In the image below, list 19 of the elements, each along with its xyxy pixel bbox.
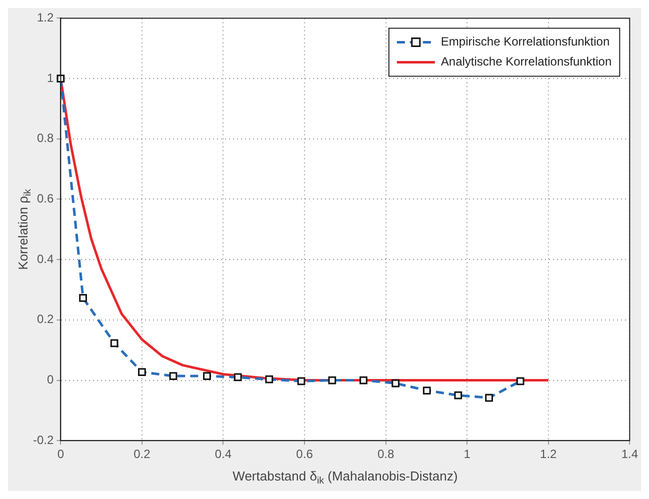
y-tick-label: 0 xyxy=(46,372,54,387)
x-tick-label: 0.4 xyxy=(214,447,232,462)
y-tick-label: 0.4 xyxy=(36,252,54,266)
x-tick-label: 0.2 xyxy=(134,447,151,462)
y-tick-label: 0.6 xyxy=(36,192,54,206)
x-tick-label: 0.6 xyxy=(296,447,314,462)
legend-label: Analytische Korrelationsfunktion xyxy=(440,54,612,69)
y-tick-label: 0.8 xyxy=(36,131,54,146)
x-tick-label: 1.2 xyxy=(540,447,558,462)
x-tick-label: 1 xyxy=(464,447,471,462)
y-tick-label: -0.2 xyxy=(32,432,54,447)
y-tick-label: 1 xyxy=(46,70,54,85)
legend-label: Empirische Korrelationsfunktion xyxy=(440,34,610,49)
y-tick-label: 1.2 xyxy=(36,10,54,25)
x-tick-label: 0 xyxy=(57,447,64,462)
y-axis-title: Korrelation ρik xyxy=(16,188,34,270)
y-tick-label: 0.2 xyxy=(36,312,54,326)
x-tick-label: 0.8 xyxy=(377,447,394,462)
x-tick-label: 1.4 xyxy=(621,447,638,462)
